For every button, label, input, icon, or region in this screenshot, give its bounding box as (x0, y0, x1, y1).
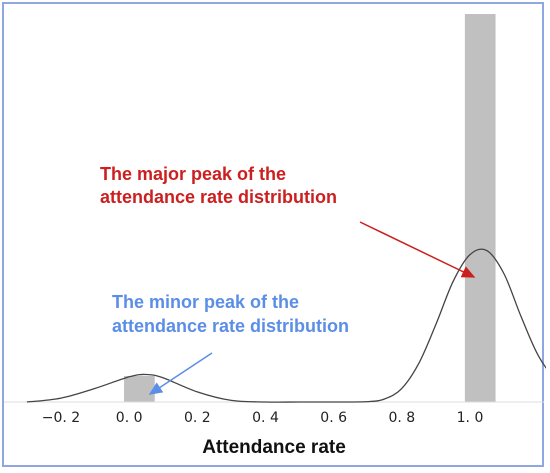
x-axis-title: Attendance rate (202, 437, 346, 458)
x-tick-label: 1. 0 (457, 410, 484, 426)
major-peak-arrow (359, 221, 476, 278)
x-tick-label: 0. 4 (252, 410, 279, 426)
minor-peak-arrow (148, 352, 213, 395)
histogram-bar-0 (124, 376, 155, 402)
x-tick-labels: −0. 2 0. 0 0. 2 0. 4 0. 6 0. 8 1. 0 (42, 410, 484, 426)
x-tick-label: −0. 2 (42, 410, 80, 426)
x-tick-label: 0. 6 (320, 410, 347, 426)
x-tick-label: 0. 8 (388, 410, 415, 426)
density-histogram-chart: −0. 2 0. 0 0. 2 0. 4 0. 6 0. 8 1. 0 Attendance… (4, 14, 546, 458)
minor-peak-annotation-line1: The minor peak of the (112, 292, 299, 312)
major-peak-annotation-line1: The major peak of the (100, 164, 286, 184)
major-peak-annotation-line2: attendance rate distribution (100, 187, 337, 207)
minor-peak-annotation-line2: attendance rate distribution (112, 316, 349, 336)
x-tick-label: 0. 0 (116, 410, 143, 426)
figure-frame: −0. 2 0. 0 0. 2 0. 4 0. 6 0. 8 1. 0 Attendance… (2, 2, 546, 467)
histogram-bar-1 (464, 14, 496, 402)
histogram-bars (124, 14, 496, 402)
density-curve (26, 248, 546, 403)
x-tick-label: 0. 2 (184, 410, 211, 426)
